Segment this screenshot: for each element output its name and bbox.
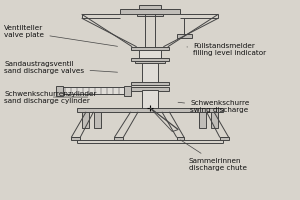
Bar (211, 112, 218, 128)
Bar (71, 137, 80, 140)
Bar (136, 14, 164, 16)
Text: Schwenkschurre
swing discharge: Schwenkschurre swing discharge (178, 100, 250, 113)
Text: Schwenkschurrenzylinder
sand discharge cylinder: Schwenkschurrenzylinder sand discharge c… (4, 91, 97, 104)
Text: Ventilteller
valve plate: Ventilteller valve plate (4, 25, 118, 46)
Bar (142, 63, 158, 85)
Bar (177, 137, 184, 140)
Bar (124, 86, 131, 96)
Bar (131, 58, 169, 61)
Bar (94, 112, 101, 128)
Text: Füllstandsmelder
filling level indicator: Füllstandsmelder filling level indicator (187, 43, 266, 56)
Bar (120, 9, 180, 14)
Bar (177, 34, 192, 38)
Bar (220, 137, 229, 140)
Bar (199, 112, 206, 128)
Bar (61, 87, 126, 94)
Bar (82, 112, 89, 128)
Bar (135, 61, 165, 63)
Bar (131, 47, 169, 50)
Bar (56, 86, 63, 96)
Text: Sandaustragsventil
sand discharge valves: Sandaustragsventil sand discharge valves (4, 61, 118, 74)
Bar (77, 108, 223, 112)
Text: Sammelrinnen
discharge chute: Sammelrinnen discharge chute (181, 140, 247, 171)
Bar (139, 50, 161, 59)
Bar (114, 137, 123, 140)
Bar (131, 87, 169, 91)
Bar (142, 90, 158, 109)
Bar (139, 5, 161, 9)
Bar (131, 82, 169, 85)
